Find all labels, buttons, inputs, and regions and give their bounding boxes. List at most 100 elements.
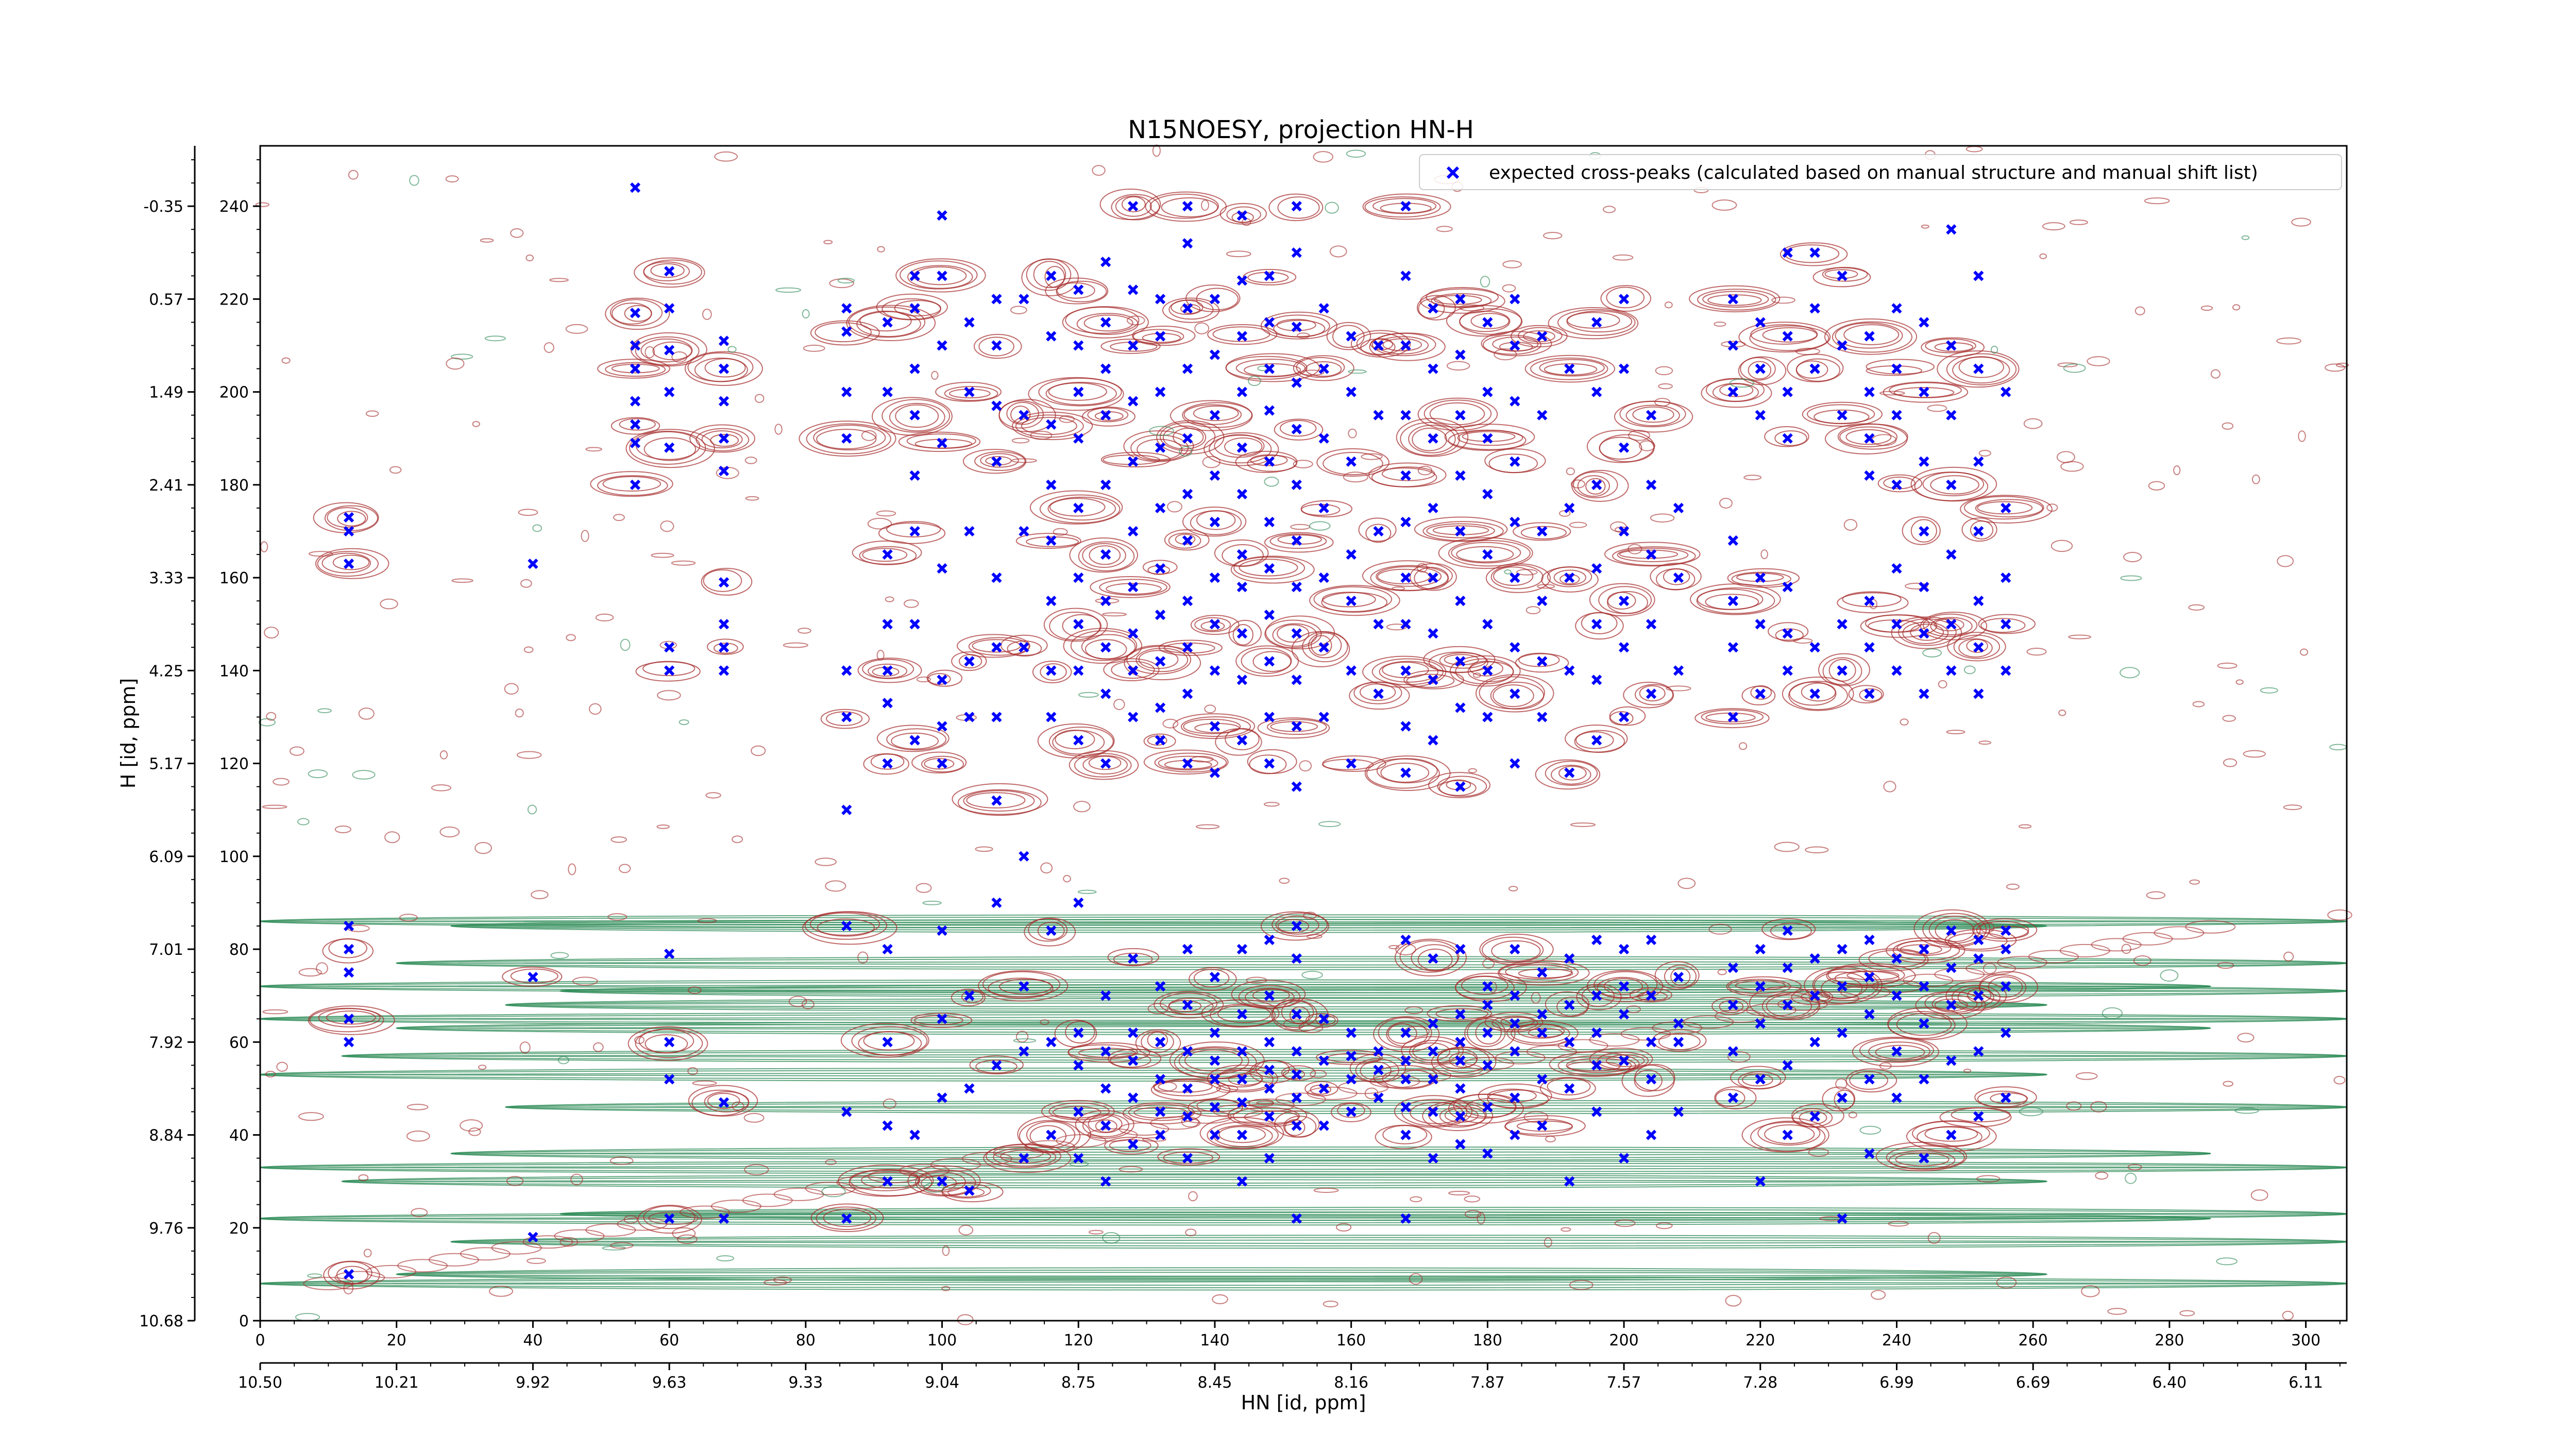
cross-peak-point — [991, 400, 1002, 411]
cross-peak-point — [1100, 688, 1111, 699]
cross-peak-point — [882, 1120, 893, 1131]
cross-peak-point — [1428, 628, 1438, 639]
cross-peak-point — [1755, 943, 1766, 955]
cross-peak-point — [1073, 433, 1084, 444]
cross-peak-point — [1073, 665, 1084, 676]
cross-peak-point — [664, 1074, 675, 1085]
cross-peak-point — [1919, 943, 1929, 955]
y-ppm-tick-label: 5.17 — [149, 755, 183, 773]
cross-peak-point — [1973, 934, 1984, 946]
cross-peak-point — [1591, 479, 1602, 490]
x-ppm-axis: 10.50 10.21 9.92 9.63 9.33 9.04 8.75 8.45 8.16 7.… — [238, 1362, 2347, 1392]
cross-peak-point — [1455, 1111, 1466, 1122]
cross-peak-point — [1100, 1176, 1111, 1187]
cross-peak-point — [1673, 972, 1684, 983]
cross-peak-point — [1428, 502, 1438, 514]
y-tick-label: 180 — [219, 477, 249, 495]
cross-peak-point — [1264, 990, 1275, 1001]
cross-peak-point — [1946, 479, 1957, 490]
cross-peak-point — [1155, 442, 1166, 453]
cross-peak-point — [1919, 1153, 1929, 1164]
y-tick-label: 120 — [219, 755, 249, 773]
cross-peak-point — [1946, 1055, 1957, 1066]
cross-peak-point — [1236, 1046, 1248, 1057]
x-ppm-tick-label: 6.11 — [2289, 1374, 2323, 1392]
cross-peak-point — [1428, 1018, 1438, 1029]
cross-peak-point — [1591, 386, 1602, 397]
cross-peak-point — [909, 410, 920, 420]
cross-peak-point — [1291, 675, 1302, 685]
cross-peak-point — [1591, 1027, 1602, 1038]
cross-peak-point — [1400, 201, 1411, 212]
cross-peak-point — [909, 526, 920, 537]
cross-peak-point — [343, 526, 354, 537]
cross-peak-point — [1182, 758, 1193, 769]
cross-peak-point — [1291, 920, 1302, 932]
cross-peak-point — [1318, 1083, 1329, 1094]
cross-peak-point — [1455, 410, 1466, 420]
cross-peak-point — [2001, 1027, 2011, 1038]
x-ppm-tick-label: 8.16 — [1334, 1374, 1368, 1392]
cross-peak-point — [1291, 1120, 1302, 1131]
cross-peak-point — [1318, 303, 1329, 314]
cross-peak-point — [1482, 1027, 1493, 1038]
cross-peak-point — [1482, 1148, 1493, 1159]
cross-peak-point — [1073, 1027, 1084, 1038]
x-tick-label: 240 — [1882, 1332, 1911, 1350]
cross-peak-point — [1291, 424, 1302, 434]
cross-peak-point — [1537, 526, 1548, 537]
cross-peak-point — [1428, 675, 1438, 685]
cross-peak-point — [1127, 953, 1139, 964]
cross-peak-point — [1182, 1083, 1193, 1094]
y-tick-label: 220 — [219, 291, 249, 309]
cross-peak-point — [1510, 1130, 1520, 1140]
x-ppm-tick-label: 6.40 — [2152, 1374, 2187, 1392]
cross-peak-point — [1727, 962, 1738, 973]
cross-peak-point — [991, 897, 1002, 908]
cross-peak-point — [1973, 271, 1984, 281]
cross-peak-point — [1400, 271, 1411, 281]
cross-peak-point — [937, 563, 947, 574]
cross-peak-point — [882, 317, 893, 328]
cross-peak-point — [343, 943, 354, 955]
cross-peak-point — [964, 386, 975, 397]
cross-peak-point — [630, 419, 641, 430]
cross-peak-point — [1019, 1046, 1029, 1057]
cross-peak-point — [664, 1213, 675, 1224]
cross-peak-point — [1182, 1153, 1193, 1164]
cross-peak-point — [841, 1106, 852, 1117]
x-tick-label: 60 — [659, 1332, 679, 1350]
cross-peak-point — [1400, 572, 1411, 583]
cross-peak-point — [1537, 410, 1548, 420]
cross-peak-point — [1455, 294, 1466, 305]
cross-peak-point — [1946, 665, 1957, 676]
cross-peak-point — [1809, 688, 1820, 699]
cross-peak-point — [1100, 479, 1111, 490]
cross-peak-point — [1100, 257, 1111, 267]
cross-peak-point — [1209, 721, 1221, 732]
cross-peak-point — [1564, 572, 1575, 583]
cross-peak-point — [1209, 665, 1221, 676]
cross-peak-point — [937, 210, 947, 221]
cross-peak-point — [1127, 201, 1139, 212]
cross-peak-point — [1182, 433, 1193, 444]
cross-peak-point — [1100, 549, 1111, 560]
cross-peak-point — [1455, 1139, 1466, 1150]
cross-peak-point — [1291, 1009, 1302, 1020]
cross-peak-point — [841, 804, 852, 815]
cross-peak-point — [1618, 363, 1630, 374]
cross-peak-point — [1127, 582, 1139, 593]
x-ppm-tick-label: 9.92 — [516, 1374, 550, 1392]
cross-peak-point — [1537, 596, 1548, 606]
cross-peak-point — [1919, 688, 1929, 699]
cross-peak-point — [1373, 619, 1384, 630]
cross-peak-point — [1236, 210, 1248, 221]
cross-peak-point — [1236, 1074, 1248, 1085]
cross-peak-point — [1646, 549, 1657, 560]
cross-peak-point — [1073, 386, 1084, 397]
cross-peak-point — [991, 712, 1002, 722]
cross-peak-point — [1646, 1074, 1657, 1085]
cross-peak-point — [1973, 990, 1984, 1001]
cross-peak-point — [630, 396, 641, 407]
cross-peak-point — [718, 396, 730, 407]
